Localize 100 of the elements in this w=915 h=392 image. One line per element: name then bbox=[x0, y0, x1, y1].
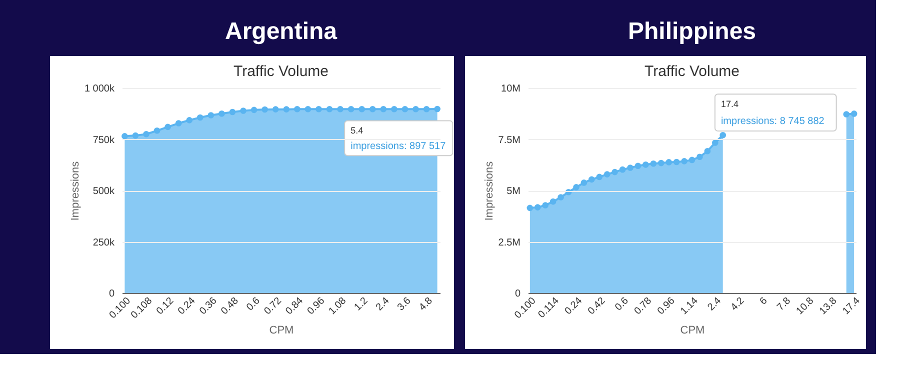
y-axis-title: Impressions bbox=[483, 160, 496, 221]
x-tick-label: 0.24 bbox=[176, 295, 198, 318]
point bbox=[642, 162, 649, 168]
annotation: impressions: 897 517 bbox=[350, 141, 446, 152]
point bbox=[272, 106, 279, 112]
x-tick-label: 0.24 bbox=[562, 295, 585, 318]
x-tick-label: 2.4 bbox=[706, 295, 724, 314]
point bbox=[143, 130, 150, 138]
x-tick-label: 0.6 bbox=[244, 295, 263, 314]
x-tick-label: 4.8 bbox=[417, 295, 436, 314]
point bbox=[358, 106, 366, 112]
point bbox=[627, 164, 634, 171]
y-axis-title: Impressions bbox=[69, 160, 82, 221]
point bbox=[262, 106, 268, 113]
y-tick-label: 2.5M bbox=[498, 237, 520, 248]
x-tick-label: 4.2 bbox=[728, 295, 747, 314]
y-tick-label: 250k bbox=[92, 237, 116, 248]
y-tick-label: 10M bbox=[501, 84, 520, 94]
point bbox=[666, 159, 672, 166]
annotation: impressions: 8 745 882 bbox=[720, 116, 825, 127]
x-tick-label: 6 bbox=[758, 295, 770, 308]
chart-subtitle: Traffic Volume bbox=[644, 63, 740, 80]
point bbox=[596, 174, 603, 180]
x-tick-label: 0.36 bbox=[198, 295, 220, 318]
x-tick-label: 0.96 bbox=[305, 295, 328, 318]
point bbox=[423, 106, 430, 112]
y-tick-label: 0 bbox=[514, 288, 521, 300]
x-tick-label: 0.96 bbox=[656, 295, 678, 318]
point bbox=[380, 106, 387, 112]
chart-subtitle: Traffic Volume bbox=[233, 63, 329, 80]
point bbox=[391, 106, 398, 112]
x-tick-label: 0.6 bbox=[613, 295, 632, 314]
x-tick-label: 0.72 bbox=[262, 295, 284, 318]
point bbox=[326, 106, 333, 112]
point bbox=[704, 148, 711, 154]
point bbox=[712, 140, 718, 146]
point bbox=[612, 168, 618, 176]
x-tick-label: 0.84 bbox=[284, 295, 306, 318]
chart-title: Philippines bbox=[628, 18, 756, 45]
point bbox=[348, 106, 354, 112]
point bbox=[412, 106, 419, 112]
y-tick-label: 7.5M bbox=[498, 134, 520, 146]
point bbox=[132, 132, 139, 139]
y-tick-label: 1 000k bbox=[84, 84, 116, 94]
x-tick-label: 0.42 bbox=[586, 295, 608, 318]
point bbox=[208, 112, 214, 118]
point bbox=[550, 198, 556, 205]
annotation: 5.4 bbox=[350, 125, 364, 136]
point bbox=[588, 176, 595, 183]
point bbox=[316, 106, 322, 112]
point bbox=[154, 127, 160, 134]
y-tick-label: 750k bbox=[92, 134, 116, 146]
point bbox=[304, 106, 312, 112]
x-tick-label: 13.8 bbox=[818, 295, 840, 318]
x-tick-label: 0.78 bbox=[632, 295, 654, 318]
point bbox=[604, 171, 610, 178]
point bbox=[534, 204, 541, 210]
x-tick-label: 1.2 bbox=[352, 295, 370, 314]
y-tick-label: 0 bbox=[108, 288, 115, 300]
point bbox=[688, 156, 696, 164]
point bbox=[337, 106, 344, 112]
y-tick-label: 500k bbox=[92, 186, 116, 197]
x-axis-title: CPM bbox=[269, 324, 294, 336]
point bbox=[696, 154, 703, 160]
x-tick-label: 0.48 bbox=[219, 295, 242, 318]
point bbox=[850, 110, 858, 117]
point bbox=[240, 108, 246, 114]
point bbox=[634, 162, 642, 170]
point bbox=[175, 120, 182, 126]
point bbox=[681, 158, 688, 164]
point bbox=[283, 106, 290, 112]
x-tick-label: 0.12 bbox=[154, 295, 176, 318]
point bbox=[619, 166, 626, 173]
point bbox=[558, 194, 564, 200]
point bbox=[294, 106, 300, 112]
point bbox=[434, 106, 440, 112]
y-tick-label: 5M bbox=[506, 186, 520, 197]
chart-title: Argentina bbox=[224, 18, 338, 45]
point bbox=[673, 158, 680, 166]
point bbox=[402, 106, 408, 112]
point bbox=[164, 124, 171, 130]
point bbox=[218, 110, 225, 117]
point bbox=[650, 160, 657, 167]
x-tick-label: 7.8 bbox=[775, 295, 794, 314]
x-tick-label: 2.4 bbox=[374, 295, 392, 314]
point bbox=[573, 184, 580, 190]
point bbox=[542, 202, 549, 208]
annotation: 17.4 bbox=[720, 99, 738, 110]
point bbox=[720, 132, 726, 138]
point bbox=[186, 117, 193, 124]
point bbox=[580, 180, 588, 186]
point bbox=[658, 160, 664, 166]
point bbox=[369, 106, 376, 112]
x-axis-title: CPM bbox=[680, 324, 705, 336]
point bbox=[229, 108, 236, 116]
point bbox=[250, 106, 258, 114]
point bbox=[196, 114, 204, 121]
point bbox=[843, 111, 850, 118]
x-tick-label: 3.6 bbox=[396, 295, 414, 314]
point bbox=[526, 204, 534, 212]
